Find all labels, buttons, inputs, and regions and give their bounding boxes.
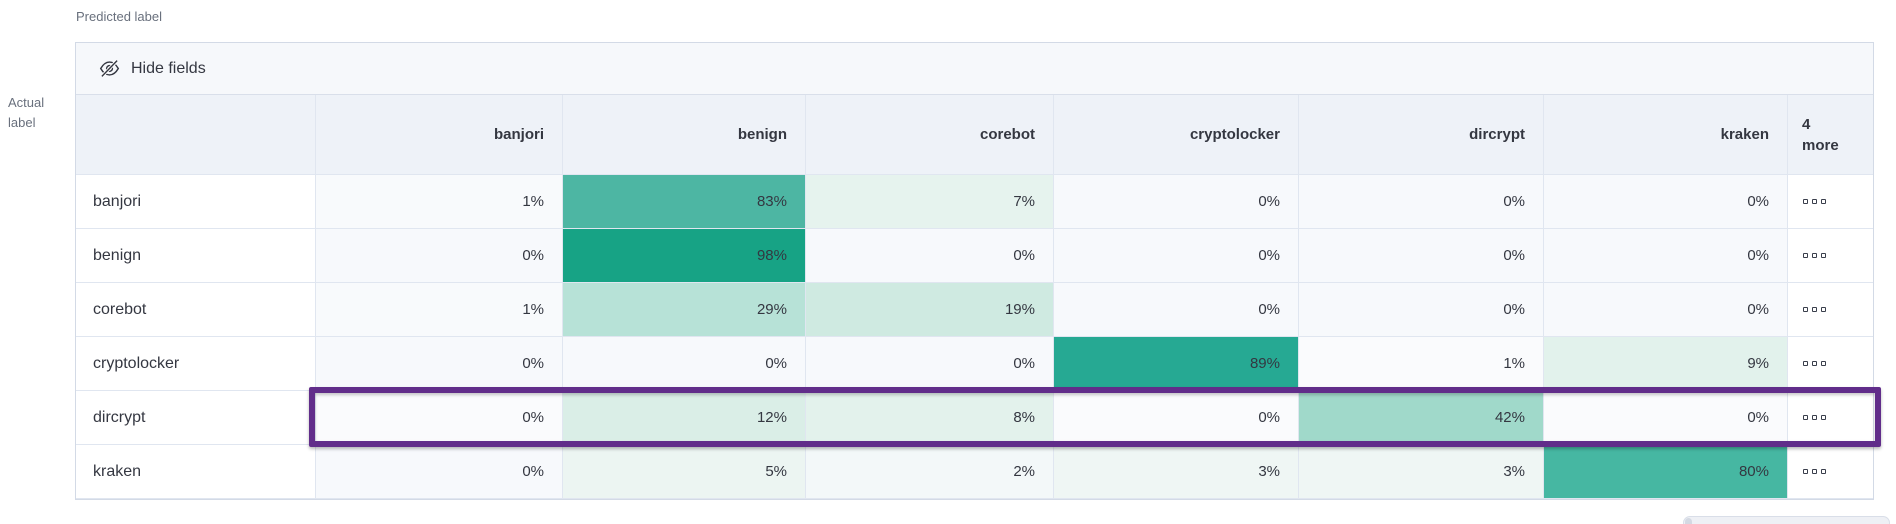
column-header-corebot[interactable]: corebot	[806, 95, 1054, 175]
cell-cryptolocker-dircrypt[interactable]: 1%	[1299, 337, 1544, 391]
hide-fields-button[interactable]: Hide fields	[99, 58, 206, 79]
table-row-corebot: corebot 1% 29% 19% 0% 0% 0%	[76, 283, 1873, 337]
cell-kraken-benign[interactable]: 5%	[563, 445, 806, 499]
table-row-kraken: kraken 0% 5% 2% 3% 3% 80%	[76, 445, 1873, 499]
column-header-banjori[interactable]: banjori	[316, 95, 563, 175]
boxes-horizontal-icon	[1812, 469, 1817, 474]
cell-kraken-kraken[interactable]: 80%	[1544, 445, 1788, 499]
cell-dircrypt-cryptolocker[interactable]: 0%	[1054, 391, 1299, 445]
table-row-cryptolocker: cryptolocker 0% 0% 0% 89% 1% 9%	[76, 337, 1873, 391]
boxes-horizontal-icon	[1803, 469, 1808, 474]
cell-banjori-dircrypt[interactable]: 0%	[1299, 175, 1544, 229]
boxes-horizontal-icon	[1812, 199, 1817, 204]
cell-corebot-corebot[interactable]: 19%	[806, 283, 1054, 337]
scrollbar-thumb[interactable]	[1685, 518, 1692, 524]
row-header-cryptolocker[interactable]: cryptolocker	[76, 337, 316, 391]
cell-benign-benign[interactable]: 98%	[563, 229, 806, 283]
data-grid-panel: Hide fields banjori benign corebot cryptolo…	[75, 42, 1874, 500]
column-header-benign[interactable]: benign	[563, 95, 806, 175]
boxes-horizontal-icon	[1821, 469, 1826, 474]
boxes-horizontal-icon	[1821, 361, 1826, 366]
boxes-horizontal-icon	[1821, 253, 1826, 258]
cell-dircrypt-dircrypt[interactable]: 42%	[1299, 391, 1544, 445]
grid-header-row: banjori benign corebot cryptolocker dircrypt…	[76, 95, 1873, 175]
cell-dircrypt-benign[interactable]: 12%	[563, 391, 806, 445]
cell-cryptolocker-cryptolocker[interactable]: 89%	[1054, 337, 1299, 391]
cell-cryptolocker-banjori[interactable]: 0%	[316, 337, 563, 391]
row-header-kraken[interactable]: kraken	[76, 445, 316, 499]
cell-banjori-banjori[interactable]: 1%	[316, 175, 563, 229]
cell-benign-corebot[interactable]: 0%	[806, 229, 1054, 283]
row-header-banjori[interactable]: banjori	[76, 175, 316, 229]
cell-cryptolocker-kraken[interactable]: 9%	[1544, 337, 1788, 391]
cell-benign-kraken[interactable]: 0%	[1544, 229, 1788, 283]
row-header-corebot[interactable]: corebot	[76, 283, 316, 337]
more-columns-indicator-corebot[interactable]	[1788, 283, 1873, 337]
confusion-matrix-grid: banjori benign corebot cryptolocker dircrypt…	[76, 95, 1873, 499]
cell-kraken-corebot[interactable]: 2%	[806, 445, 1054, 499]
more-columns-header[interactable]: 4 more	[1788, 95, 1873, 175]
cell-corebot-cryptolocker[interactable]: 0%	[1054, 283, 1299, 337]
predicted-label-axis: Predicted label	[76, 9, 162, 24]
row-header-dircrypt[interactable]: dircrypt	[76, 391, 316, 445]
cell-dircrypt-banjori[interactable]: 0%	[316, 391, 563, 445]
boxes-horizontal-icon	[1803, 415, 1808, 420]
cell-cryptolocker-benign[interactable]: 0%	[563, 337, 806, 391]
cell-benign-cryptolocker[interactable]: 0%	[1054, 229, 1299, 283]
actual-label-line2: label	[8, 115, 36, 130]
boxes-horizontal-icon	[1803, 199, 1808, 204]
more-columns-header-label: 4 more	[1802, 115, 1839, 154]
boxes-horizontal-icon	[1803, 307, 1808, 312]
grid-corner-cell	[76, 95, 316, 175]
boxes-horizontal-icon	[1821, 307, 1826, 312]
cell-banjori-cryptolocker[interactable]: 0%	[1054, 175, 1299, 229]
boxes-horizontal-icon	[1821, 199, 1826, 204]
cell-corebot-benign[interactable]: 29%	[563, 283, 806, 337]
table-row-banjori: banjori 1% 83% 7% 0% 0% 0%	[76, 175, 1873, 229]
cell-kraken-dircrypt[interactable]: 3%	[1299, 445, 1544, 499]
more-columns-indicator-benign[interactable]	[1788, 229, 1873, 283]
horizontal-scrollbar[interactable]	[1683, 516, 1890, 524]
more-columns-indicator-cryptolocker[interactable]	[1788, 337, 1873, 391]
actual-label-axis: Actual label	[8, 93, 68, 133]
cell-kraken-banjori[interactable]: 0%	[316, 445, 563, 499]
cell-benign-banjori[interactable]: 0%	[316, 229, 563, 283]
cell-dircrypt-kraken[interactable]: 0%	[1544, 391, 1788, 445]
column-header-kraken[interactable]: kraken	[1544, 95, 1788, 175]
boxes-horizontal-icon	[1812, 361, 1817, 366]
boxes-horizontal-icon	[1812, 415, 1817, 420]
eye-closed-icon	[99, 58, 120, 79]
cell-banjori-corebot[interactable]: 7%	[806, 175, 1054, 229]
grid-toolbar: Hide fields	[76, 43, 1873, 95]
table-row-dircrypt: dircrypt 0% 12% 8% 0% 42% 0%	[76, 391, 1873, 445]
cell-benign-dircrypt[interactable]: 0%	[1299, 229, 1544, 283]
actual-label-line1: Actual	[8, 95, 45, 110]
boxes-horizontal-icon	[1803, 253, 1808, 258]
cell-corebot-banjori[interactable]: 1%	[316, 283, 563, 337]
cell-corebot-kraken[interactable]: 0%	[1544, 283, 1788, 337]
more-columns-indicator-dircrypt[interactable]	[1788, 391, 1873, 445]
cell-kraken-cryptolocker[interactable]: 3%	[1054, 445, 1299, 499]
boxes-horizontal-icon	[1803, 361, 1808, 366]
table-row-benign: benign 0% 98% 0% 0% 0% 0%	[76, 229, 1873, 283]
cell-cryptolocker-corebot[interactable]: 0%	[806, 337, 1054, 391]
boxes-horizontal-icon	[1821, 415, 1826, 420]
more-columns-indicator-banjori[interactable]	[1788, 175, 1873, 229]
column-header-cryptolocker[interactable]: cryptolocker	[1054, 95, 1299, 175]
column-header-dircrypt[interactable]: dircrypt	[1299, 95, 1544, 175]
cell-dircrypt-corebot[interactable]: 8%	[806, 391, 1054, 445]
cell-banjori-benign[interactable]: 83%	[563, 175, 806, 229]
hide-fields-label: Hide fields	[131, 59, 206, 77]
more-columns-indicator-kraken[interactable]	[1788, 445, 1873, 499]
cell-corebot-dircrypt[interactable]: 0%	[1299, 283, 1544, 337]
boxes-horizontal-icon	[1812, 253, 1817, 258]
cell-banjori-kraken[interactable]: 0%	[1544, 175, 1788, 229]
row-header-benign[interactable]: benign	[76, 229, 316, 283]
boxes-horizontal-icon	[1812, 307, 1817, 312]
